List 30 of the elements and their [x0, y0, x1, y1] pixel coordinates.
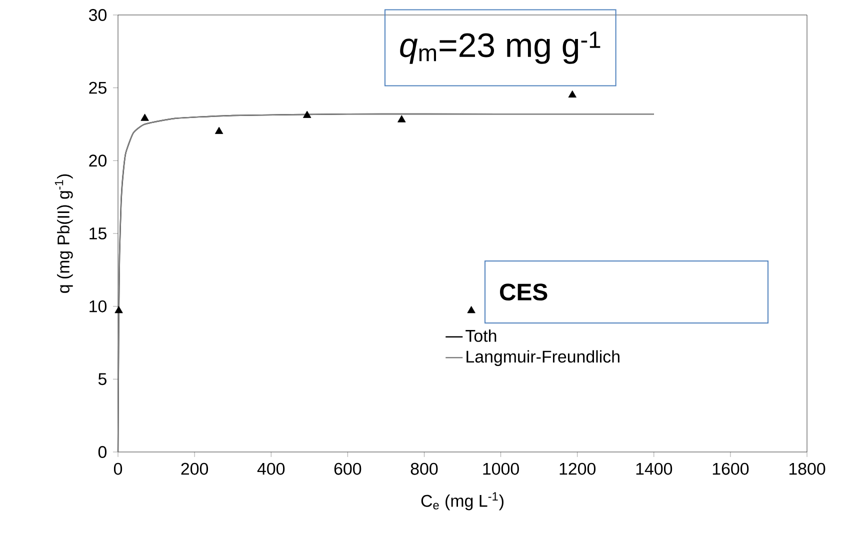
x-tick-label: 600 [334, 462, 362, 475]
x-tick-label: 0 [114, 462, 122, 475]
point [467, 306, 476, 314]
x-tick-label: 1000 [483, 462, 519, 475]
point [114, 306, 123, 314]
x-tick-label: 200 [181, 462, 208, 475]
point [303, 110, 312, 118]
annotation: CES [500, 284, 548, 301]
x-tick-label: 800 [410, 462, 438, 475]
x-axis-title: C$_{e}$ (mg L$^{-1}$) [421, 492, 504, 510]
legend-label: Toth [466, 329, 496, 342]
x-tick-label: 1400 [636, 462, 672, 475]
x-tick-label: 1800 [789, 462, 826, 475]
x-tick-label: 1200 [560, 462, 596, 475]
y-tick-label: 30 [88, 8, 107, 21]
y-tick-label: 20 [89, 154, 107, 167]
y-axis-title: q (mg Pb(II) g$^{-1}$) [54, 174, 73, 293]
x-tick-label: 400 [257, 462, 285, 475]
y-tick-label: 15 [90, 228, 106, 240]
y-tick-label: 5 [98, 373, 106, 386]
point [140, 114, 149, 121]
point [398, 115, 406, 122]
y-tick-label: 0 [98, 446, 107, 458]
point [568, 90, 576, 98]
x-tick-label: 1600 [712, 462, 749, 475]
legend-label: Langmuir-Freundlich [466, 350, 620, 366]
y-tick-label: 10 [90, 300, 107, 312]
point [214, 126, 224, 134]
annotation: q$_{m}$=23 mg g$^{-1}$ [400, 32, 600, 64]
y-tick-label: 25 [89, 82, 106, 94]
